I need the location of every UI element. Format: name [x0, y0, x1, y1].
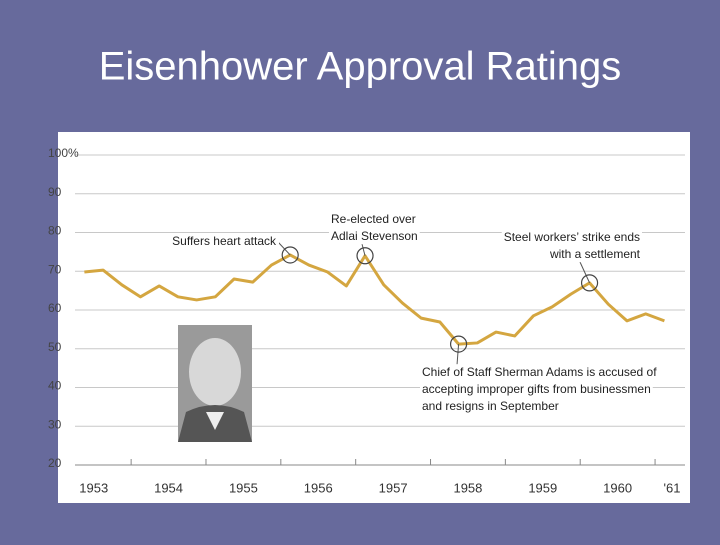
annotation-text: with a settlement: [549, 247, 641, 261]
y-tick-label: 100%: [48, 146, 79, 160]
annotation-leader: [456, 344, 460, 366]
annotation-circle: [580, 274, 599, 292]
annotation-bg: [420, 364, 660, 381]
y-tick-label: 70: [48, 262, 62, 276]
line: [84, 253, 665, 346]
annotation-bg: [170, 233, 279, 250]
annotation-text: and resigns in September: [422, 399, 559, 413]
annotation-bg: [420, 398, 561, 415]
y-tick-label: 60: [48, 301, 62, 315]
annotation-bg: [329, 211, 418, 228]
annotation-text: Chief of Staff Sherman Adams is accused …: [422, 365, 657, 379]
x-tick-label: 1956: [304, 480, 333, 495]
y-tick-label: 40: [48, 379, 62, 393]
x-tick-label: 1957: [379, 480, 408, 495]
annotation-text: accepting improper gifts from businessme…: [422, 382, 651, 396]
x-tick-label: 1958: [453, 480, 482, 495]
annotation-bg: [420, 381, 653, 398]
y-tick-label: 80: [48, 224, 62, 238]
annotation-text: Adlai Stevenson: [331, 229, 418, 243]
y-tick-label: 30: [48, 417, 62, 431]
annotation-circle: [356, 247, 374, 265]
x-tick-label: '61: [664, 480, 681, 495]
annotation-leader: [277, 241, 291, 256]
y-tick-label: 20: [48, 456, 62, 470]
annotation-circle: [449, 335, 468, 353]
annotation-circle: [281, 246, 299, 264]
plot-panel: [58, 132, 690, 503]
x-tick-label: 1960: [603, 480, 632, 495]
y-tick-label: 50: [48, 340, 62, 354]
x-tick-label: 1959: [528, 480, 557, 495]
annotation-bg: [501, 229, 642, 246]
x-tick-label: 1953: [79, 480, 108, 495]
y-tick-label: 90: [48, 185, 62, 199]
portrait: [178, 325, 252, 442]
x-tick-label: 1955: [229, 480, 258, 495]
annotation-bg: [329, 228, 420, 245]
annotation-text: Re-elected over: [331, 212, 416, 226]
annotation-text: Steel workers’ strike ends: [504, 230, 640, 244]
annotation-bg: [546, 246, 643, 263]
annotation-leader: [579, 261, 591, 284]
x-tick-label: 1954: [154, 480, 183, 495]
annotation-text: Suffers heart attack: [172, 234, 277, 248]
chart-title: Eisenhower Approval Ratings: [99, 45, 622, 89]
annotation-leader: [361, 243, 366, 256]
